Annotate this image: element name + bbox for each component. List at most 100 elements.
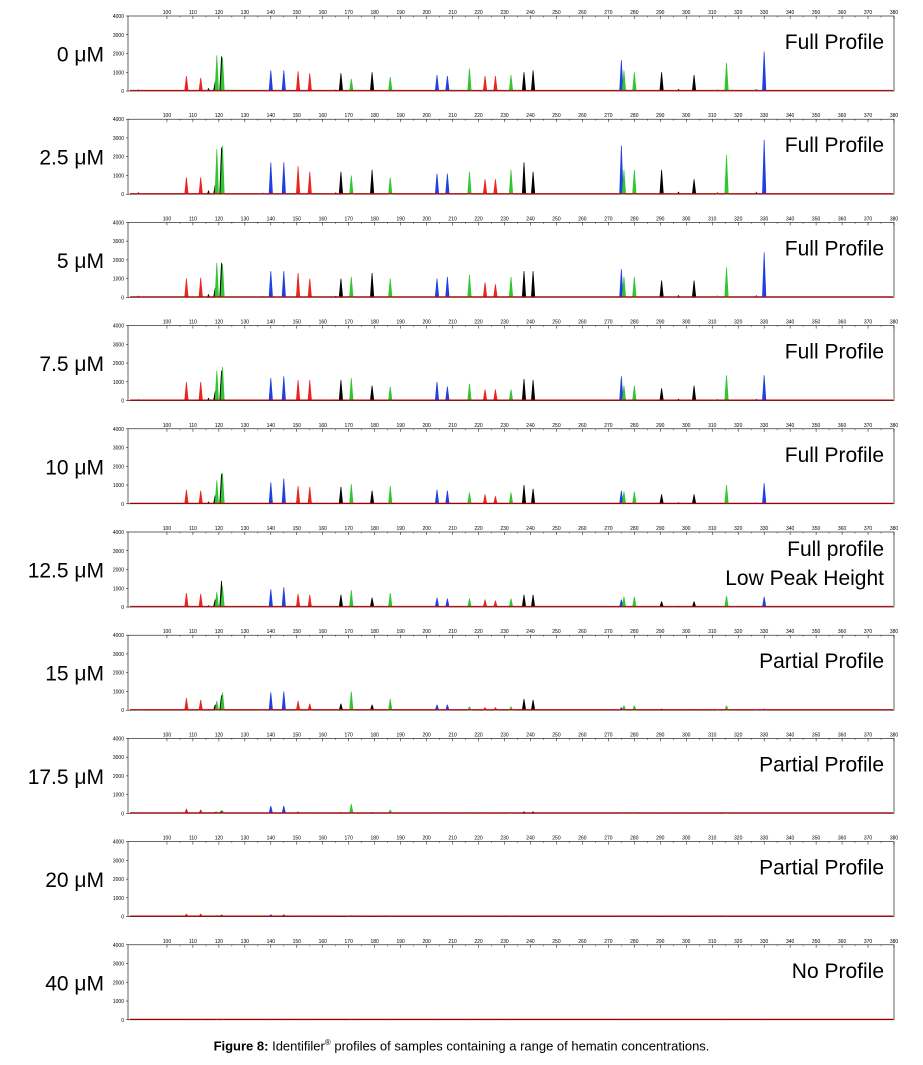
x-tick-label: 190 <box>396 629 405 635</box>
x-tick-label: 300 <box>682 732 691 738</box>
concentration-label: 20 μM <box>45 869 104 892</box>
x-tick-label: 320 <box>734 216 743 222</box>
x-tick-label: 210 <box>448 113 457 119</box>
x-tick-label: 350 <box>812 320 821 326</box>
peak-red <box>493 179 498 195</box>
x-tick-label: 210 <box>448 732 457 738</box>
peak-green <box>467 492 472 504</box>
x-tick-label: 360 <box>838 10 847 16</box>
x-tick-label: 200 <box>422 113 431 119</box>
peak-green <box>214 55 219 91</box>
x-tick-label: 250 <box>552 113 561 119</box>
x-tick-label: 160 <box>319 732 328 738</box>
peak-red <box>307 703 312 711</box>
x-tick-label: 150 <box>293 10 302 16</box>
x-tick-label: 100 <box>163 216 172 222</box>
peak-green <box>621 705 627 711</box>
y-tick-label: 1000 <box>113 70 124 76</box>
peak-red <box>184 698 189 711</box>
x-tick-label: 200 <box>422 732 431 738</box>
x-tick-label: 350 <box>812 939 821 945</box>
x-tick-label: 330 <box>760 320 769 326</box>
x-tick-label: 370 <box>864 629 873 635</box>
peak-black <box>530 379 536 401</box>
x-tick-label: 210 <box>448 526 457 532</box>
x-tick-label: 330 <box>760 10 769 16</box>
concentration-label: 17.5 μM <box>28 766 104 789</box>
caption-text-before: Identifiler <box>268 1038 325 1054</box>
peak-blue <box>281 805 286 814</box>
x-tick-label: 110 <box>189 423 197 429</box>
x-tick-label: 360 <box>838 836 847 842</box>
y-tick-label: 1000 <box>113 277 124 283</box>
x-tick-label: 290 <box>656 836 665 842</box>
y-tick-label: 1000 <box>113 999 124 1005</box>
y-tick-label: 3000 <box>113 446 124 452</box>
y-tick-label: 2000 <box>113 877 124 883</box>
x-tick-label: 250 <box>552 216 561 222</box>
peak-green <box>349 78 354 91</box>
peak-red <box>295 273 301 298</box>
peak-blue <box>619 60 624 91</box>
x-tick-label: 230 <box>500 216 509 222</box>
peak-red <box>307 594 312 607</box>
x-tick-label: 300 <box>682 836 691 842</box>
panel-5: 100 110 120 130 140 150 160 170 180 190 200 210 220 2… <box>28 526 899 611</box>
x-tick-label: 320 <box>734 836 743 842</box>
x-tick-label: 360 <box>838 732 847 738</box>
y-tick-label: 2000 <box>113 464 124 470</box>
peak-red <box>482 76 488 91</box>
x-tick-label: 210 <box>448 320 457 326</box>
y-tick-label: 4000 <box>113 14 124 20</box>
x-tick-label: 140 <box>267 113 276 119</box>
peak-red <box>295 71 301 91</box>
x-tick-label: 270 <box>604 526 613 532</box>
x-tick-label: 110 <box>189 732 197 738</box>
peak-green <box>349 590 354 607</box>
x-tick-label: 310 <box>708 939 717 945</box>
x-tick-label: 160 <box>319 216 328 222</box>
x-tick-label: 240 <box>526 423 535 429</box>
peak-green <box>508 75 514 91</box>
x-tick-label: 380 <box>890 216 899 222</box>
y-tick-label: 4000 <box>113 736 124 742</box>
x-tick-label: 340 <box>786 732 795 738</box>
x-tick-label: 250 <box>552 526 561 532</box>
x-tick-label: 280 <box>630 629 639 635</box>
peak-red <box>295 379 301 401</box>
x-tick-label: 370 <box>864 113 873 119</box>
peak-red <box>493 389 498 401</box>
x-tick-label: 200 <box>422 216 431 222</box>
peak-red <box>482 389 488 401</box>
y-tick-label: 0 <box>121 708 124 714</box>
x-tick-label: 260 <box>578 113 587 119</box>
x-tick-label: 190 <box>396 526 405 532</box>
x-tick-label: 330 <box>760 423 769 429</box>
x-tick-label: 380 <box>890 423 899 429</box>
peak-green <box>508 598 514 607</box>
x-tick-label: 200 <box>422 526 431 532</box>
x-tick-label: 180 <box>371 939 380 945</box>
y-tick-label: 3000 <box>113 342 124 348</box>
x-tick-label: 300 <box>682 629 691 635</box>
peak-red <box>307 379 312 401</box>
peak-green <box>388 698 393 711</box>
panel-9: 100 110 120 130 140 150 160 170 180 190 200 210 220 2… <box>45 939 898 1024</box>
x-tick-label: 180 <box>371 732 380 738</box>
x-tick-label: 350 <box>812 423 821 429</box>
x-tick-label: 290 <box>656 10 665 16</box>
x-tick-label: 200 <box>422 939 431 945</box>
x-tick-label: 170 <box>345 216 354 222</box>
x-tick-label: 320 <box>734 939 743 945</box>
peak-green <box>467 383 472 401</box>
x-tick-label: 280 <box>630 216 639 222</box>
peak-blue <box>281 587 286 607</box>
peak-green <box>214 700 219 711</box>
x-tick-label: 220 <box>474 113 483 119</box>
peak-red <box>482 599 488 607</box>
x-tick-label: 310 <box>708 732 717 738</box>
x-tick-label: 330 <box>760 629 769 635</box>
x-tick-label: 230 <box>500 836 509 842</box>
peak-green <box>349 276 354 298</box>
x-tick-label: 260 <box>578 526 587 532</box>
